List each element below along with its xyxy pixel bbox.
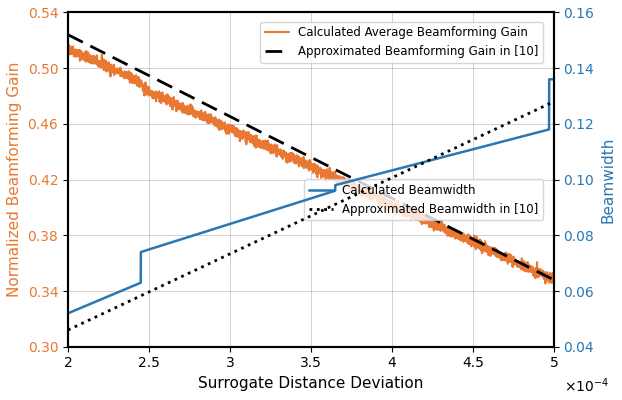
Approximated Beamwidth in [10]	[119, 302, 127, 306]
Approximated Beamforming Gain in [10]	[149, 75, 156, 80]
Calculated Average Beamforming Gain	[541, 274, 548, 279]
Calculated Average Beamforming Gain	[550, 278, 558, 283]
Calculated Average Beamforming Gain	[251, 144, 258, 149]
Y-axis label: Normalized Beamforming Gain: Normalized Beamforming Gain	[7, 62, 22, 297]
Line: Approximated Beamwidth in [10]: Approximated Beamwidth in [10]	[68, 102, 554, 330]
Calculated Average Beamforming Gain	[149, 90, 156, 94]
Approximated Beamforming Gain in [10]	[488, 246, 496, 251]
Legend: Calculated Beamwidth, Approximated Beamwidth in [10]: Calculated Beamwidth, Approximated Beamw…	[304, 179, 543, 220]
Calculated Average Beamforming Gain	[272, 148, 279, 153]
Approximated Beamforming Gain in [10]	[541, 273, 548, 278]
Calculated Beamwidth	[550, 77, 558, 82]
Approximated Beamforming Gain in [10]	[64, 32, 72, 37]
Approximated Beamwidth in [10]	[149, 288, 156, 293]
Approximated Beamforming Gain in [10]	[251, 126, 258, 131]
Line: Calculated Beamwidth: Calculated Beamwidth	[68, 79, 554, 313]
Calculated Average Beamforming Gain	[65, 43, 72, 48]
X-axis label: Surrogate Distance Deviation: Surrogate Distance Deviation	[198, 376, 424, 391]
Text: $\times 10^{-4}$: $\times 10^{-4}$	[564, 377, 609, 396]
Calculated Average Beamforming Gain	[488, 248, 496, 252]
Approximated Beamforming Gain in [10]	[119, 60, 127, 65]
Y-axis label: Beamwidth: Beamwidth	[600, 136, 615, 223]
Calculated Beamwidth	[488, 142, 496, 147]
Calculated Beamwidth	[64, 311, 72, 316]
Approximated Beamwidth in [10]	[64, 328, 72, 332]
Calculated Beamwidth	[251, 214, 258, 219]
Line: Approximated Beamforming Gain in [10]: Approximated Beamforming Gain in [10]	[68, 35, 554, 280]
Approximated Beamwidth in [10]	[541, 104, 548, 108]
Approximated Beamwidth in [10]	[488, 128, 496, 133]
Approximated Beamwidth in [10]	[272, 230, 279, 235]
Calculated Average Beamforming Gain	[64, 45, 72, 50]
Calculated Beamwidth	[272, 207, 279, 212]
Approximated Beamforming Gain in [10]	[272, 137, 279, 142]
Calculated Average Beamforming Gain	[542, 281, 549, 286]
Approximated Beamwidth in [10]	[550, 99, 558, 104]
Calculated Beamwidth	[149, 246, 156, 251]
Calculated Beamwidth	[541, 128, 548, 133]
Calculated Beamwidth	[119, 288, 127, 292]
Approximated Beamwidth in [10]	[251, 240, 258, 245]
Line: Calculated Average Beamforming Gain: Calculated Average Beamforming Gain	[68, 45, 554, 284]
Calculated Average Beamforming Gain	[120, 73, 128, 78]
Calculated Beamwidth	[545, 77, 553, 82]
Approximated Beamforming Gain in [10]	[550, 278, 558, 282]
